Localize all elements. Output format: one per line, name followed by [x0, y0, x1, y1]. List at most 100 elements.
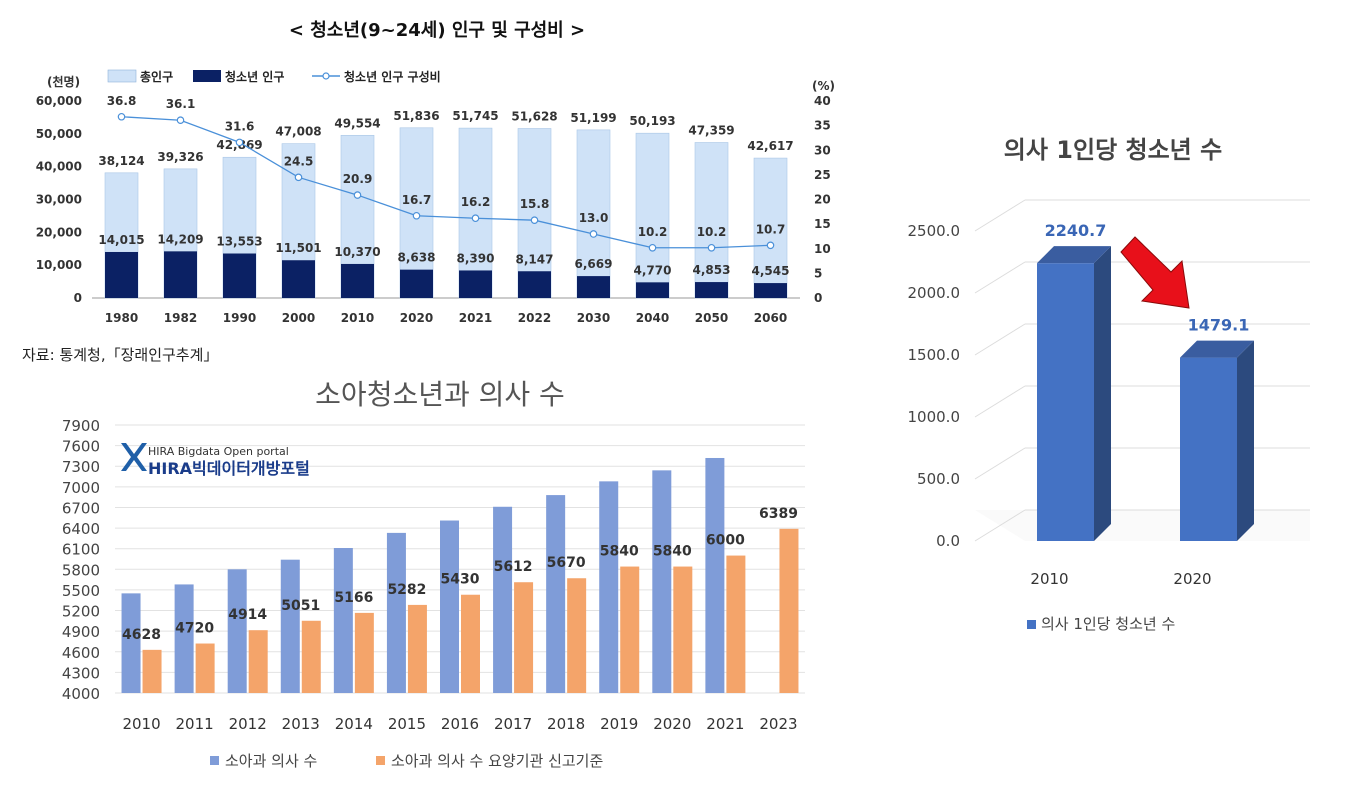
legend: 총인구 청소년 인구 청소년 인구 구성비: [107, 69, 441, 84]
x-tick-label: 2015: [388, 715, 426, 733]
y-tick-label: 5800: [62, 561, 100, 579]
legend-label-reported: 소아과 의사 수 요양기관 신고기준: [391, 752, 603, 770]
youth-population-label: 14,015: [98, 233, 144, 247]
bar-pediatrician-reported: [195, 643, 215, 693]
bar-pediatrician-reported: [301, 620, 321, 693]
legend-swatch: [1027, 620, 1036, 629]
x-tick-label: 1980: [105, 311, 138, 325]
bar-pediatrician-reported: [142, 649, 162, 693]
bar-pediatrician-reported: [461, 594, 480, 693]
ratio-marker: [353, 191, 362, 199]
youth-population-label: 10,370: [334, 245, 380, 259]
y-right-tick-label: 10: [814, 242, 831, 256]
youth-population-label: 4,853: [693, 263, 731, 277]
y-tick-label: 2500.0: [908, 222, 961, 240]
youth-population-label: 8,390: [457, 251, 495, 265]
source-note: 자료: 통계청,「장래인구추계」: [22, 346, 219, 364]
y-tick-label: 500.0: [917, 470, 960, 488]
x-tick-label: 2060: [754, 311, 787, 325]
bar-pediatrician-count: [440, 520, 459, 693]
y-left-tick-label: 60,000: [36, 94, 82, 108]
total-population-label: 47,359: [688, 124, 734, 138]
ratio-marker: [589, 230, 598, 238]
bar-youth-population: [754, 283, 787, 298]
x-tick-label: 2010: [341, 311, 374, 325]
bar-total-population: [576, 129, 611, 299]
y-right-tick-label: 20: [814, 193, 831, 207]
ratio-marker: [471, 214, 480, 223]
bar-youth-per-doctor: [1037, 246, 1111, 541]
bar-youth-population: [223, 253, 256, 298]
legend-label: 의사 1인당 청소년 수: [1041, 615, 1175, 633]
bar-side: [1237, 340, 1254, 541]
y-right-tick-label: 30: [814, 143, 831, 157]
bar-pediatrician-reported: [248, 630, 268, 693]
x-tick-label: 2011: [176, 715, 214, 733]
x-tick-label: 2019: [600, 715, 638, 733]
ratio-label: 10.7: [756, 222, 786, 236]
ratio-marker: [530, 216, 539, 224]
youth-population-label: 11,501: [275, 241, 321, 255]
data-label: 5430: [441, 572, 480, 588]
x-tick-label: 2020: [653, 715, 691, 733]
data-label: 5670: [547, 555, 586, 571]
gridline-side: [974, 199, 1026, 232]
bar-youth-population: [282, 260, 315, 298]
chart-floor: [975, 510, 1310, 541]
bar-youth-population: [459, 270, 492, 298]
data-label: 5282: [387, 582, 426, 598]
pediatrician-count-chart: 소아청소년과 의사 수 4000 4300 4600 4900 5200 5500 5800 6…: [0, 370, 820, 785]
bar-pediatrician-count: [333, 548, 353, 693]
y-tick-label: 7000: [62, 479, 100, 497]
ratio-label: 24.5: [284, 154, 314, 168]
x-tick-label: 2021: [459, 311, 492, 325]
bar-side: [1094, 246, 1111, 541]
bar-pediatrician-reported: [514, 582, 534, 693]
youth-population-label: 4,545: [752, 264, 790, 278]
total-population-label: 38,124: [98, 154, 144, 168]
bar-pediatrician-reported: [620, 566, 640, 693]
x-tick-label: 2017: [494, 715, 532, 733]
gridline-side: [974, 261, 1026, 294]
data-label: 5840: [653, 544, 692, 560]
data-label: 1479.1: [1188, 316, 1250, 335]
x-tick-label: 2040: [636, 311, 669, 325]
ratio-marker: [648, 243, 657, 252]
y-tick-label: 6400: [62, 520, 100, 538]
legend-label-youth: 청소년 인구: [225, 69, 284, 84]
total-population-label: 50,193: [629, 114, 675, 128]
y-left-tick-label: 10,000: [36, 258, 82, 272]
x-tick-label: 2013: [282, 715, 320, 733]
gridline-side: [974, 323, 1026, 356]
y-tick-label: 7300: [62, 458, 100, 476]
legend-swatch-reported: [376, 756, 385, 765]
y-tick-label: 6700: [62, 499, 100, 517]
youth-per-doctor-chart-svg: 의사 1인당 청소년 수 0.0 500.0 1000.0 1500.0 2000.0 25…: [908, 136, 1310, 633]
total-population-label: 47,008: [275, 125, 321, 139]
y-tick-label: 7900: [62, 417, 100, 435]
bar-youth-population: [341, 263, 374, 298]
bar-total-population: [517, 128, 552, 299]
y-tick-label: 0.0: [936, 532, 960, 550]
bar-youth-population: [105, 251, 138, 298]
x-tick-label: 2023: [759, 715, 797, 733]
y-left-tick-label: 30,000: [36, 193, 82, 207]
data-label: 4628: [122, 627, 161, 643]
y-tick-label: 7600: [62, 438, 100, 456]
ratio-label: 20.9: [343, 172, 373, 186]
bar-youth-population: [400, 269, 433, 298]
bar-pediatrician-count: [546, 495, 566, 693]
chart-title: 의사 1인당 청소년 수: [1004, 136, 1222, 164]
legend-swatch-count: [210, 756, 219, 765]
legend-swatch-total: [107, 69, 137, 83]
x-tick-label: 2030: [577, 311, 610, 325]
data-label: 5612: [494, 559, 533, 575]
gridline-side: [974, 385, 1026, 418]
bar-front: [1180, 357, 1237, 541]
chart-title: 소아청소년과 의사 수: [315, 378, 565, 411]
ratio-marker: [294, 173, 303, 182]
hira-logo-mark: [121, 443, 147, 471]
bar-pediatrician-reported: [726, 555, 746, 693]
data-label: 6389: [759, 506, 798, 522]
